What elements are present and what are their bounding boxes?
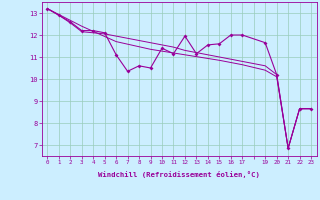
X-axis label: Windchill (Refroidissement éolien,°C): Windchill (Refroidissement éolien,°C)	[98, 171, 260, 178]
